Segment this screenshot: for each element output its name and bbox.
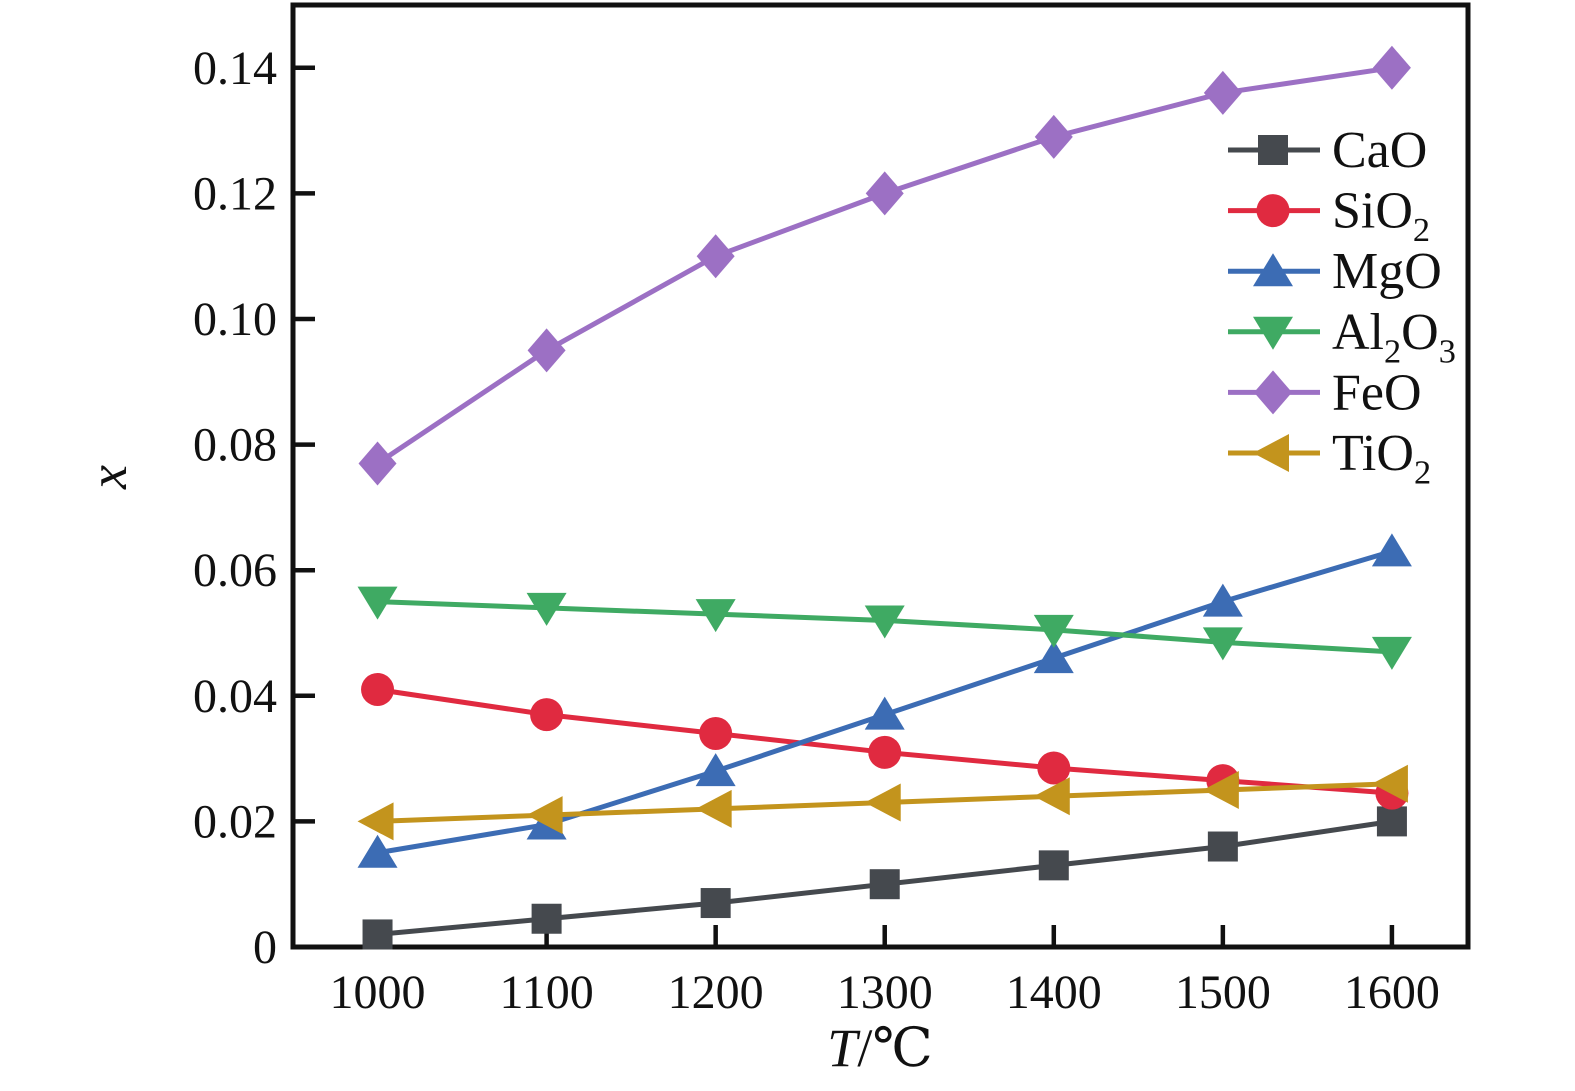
x-tick-label: 1300 [837, 966, 933, 1019]
legend-marker-CaO [1258, 135, 1288, 165]
data-point-marker-SiO2 [1037, 751, 1071, 785]
data-point-marker-TiO2 [526, 796, 563, 835]
data-point-marker-CaO [1376, 806, 1407, 837]
legend-marker-SiO2 [1256, 194, 1290, 228]
y-tick-label: 0.08 [193, 419, 277, 472]
series-line-FeO [375, 65, 1395, 466]
legend-label-MgO: MgO [1332, 243, 1442, 300]
legend-item-MgO: MgO [1228, 243, 1442, 300]
data-point-marker-CaO [1207, 831, 1238, 862]
legend-marker-MgO [1253, 253, 1293, 287]
data-point-marker-MgO [1371, 533, 1412, 567]
data-point-marker-CaO [700, 888, 731, 919]
x-tick-label: 1600 [1344, 966, 1440, 1019]
data-point-marker-TiO2 [695, 789, 732, 828]
legend-label-Al2O3: Al2O3 [1332, 304, 1456, 371]
series-FeO [358, 45, 1411, 486]
y-tick-label: 0.06 [193, 544, 277, 597]
legend-item-CaO: CaO [1228, 122, 1427, 179]
data-point-marker-Al2O3 [864, 605, 905, 639]
data-point-marker-MgO [1202, 583, 1243, 617]
x-axis-title: T/℃ [827, 1018, 932, 1078]
data-point-marker-TiO2 [357, 802, 394, 841]
x-tick-label: 1400 [1006, 966, 1102, 1019]
data-point-marker-Al2O3 [1202, 627, 1243, 661]
y-axis-title: x [78, 465, 138, 490]
y-tick-label: 0.10 [193, 293, 277, 346]
x-tick-label: 1200 [668, 966, 764, 1019]
data-point-marker-MgO [1033, 640, 1074, 674]
data-point-marker-FeO [865, 171, 904, 216]
data-point-marker-FeO [358, 441, 397, 486]
x-tick-label: 1100 [499, 966, 593, 1019]
data-point-marker-Al2O3 [357, 586, 398, 620]
legend-marker-TiO2 [1253, 434, 1289, 472]
data-point-marker-FeO [696, 234, 735, 279]
series-Al2O3 [357, 586, 1412, 670]
plot-frame [290, 2, 1471, 950]
data-point-marker-SiO2 [361, 673, 395, 707]
x-tick-label: 1500 [1175, 966, 1271, 1019]
series-CaO [362, 806, 1407, 950]
legend-label-TiO2: TiO2 [1332, 425, 1431, 492]
data-point-marker-Al2O3 [695, 599, 736, 633]
data-point-marker-FeO [1372, 45, 1411, 90]
data-point-marker-Al2O3 [1371, 636, 1412, 670]
data-point-marker-MgO [695, 753, 736, 787]
legend-label-SiO2: SiO2 [1332, 183, 1430, 250]
data-point-marker-Al2O3 [1033, 614, 1074, 648]
legend-item-Al2O3: Al2O3 [1228, 304, 1456, 371]
legend-marker-FeO [1254, 370, 1292, 415]
legend-label-FeO: FeO [1332, 364, 1422, 421]
data-point-marker-TiO2 [1202, 771, 1239, 809]
data-point-marker-FeO [1203, 70, 1242, 115]
data-point-marker-CaO [362, 919, 393, 950]
data-point-marker-SiO2 [530, 698, 564, 732]
y-tick-label: 0 [253, 921, 277, 974]
y-tick-label: 0.14 [193, 42, 277, 95]
data-point-marker-Al2O3 [526, 592, 567, 626]
y-tick-label: 0.04 [193, 670, 277, 723]
legend-item-FeO: FeO [1228, 364, 1422, 421]
data-point-marker-MgO [357, 834, 398, 868]
data-point-marker-CaO [869, 869, 900, 900]
data-point-marker-CaO [1038, 850, 1069, 881]
data-point-marker-TiO2 [1033, 777, 1070, 816]
data-point-marker-MgO [864, 696, 905, 730]
y-tick-label: 0.02 [193, 795, 277, 848]
x-tick-label: 1000 [330, 966, 426, 1019]
data-point-marker-FeO [527, 328, 566, 373]
series-TiO2 [357, 764, 1408, 841]
y-tick-label: 0.12 [193, 167, 277, 220]
legend-item-SiO2: SiO2 [1228, 183, 1430, 250]
legend-item-TiO2: TiO2 [1228, 425, 1431, 492]
legend-marker-Al2O3 [1253, 316, 1293, 350]
data-point-marker-TiO2 [1371, 764, 1408, 803]
data-point-marker-TiO2 [864, 783, 901, 822]
data-point-marker-CaO [531, 903, 562, 934]
data-point-marker-SiO2 [699, 716, 733, 750]
legend-label-CaO: CaO [1332, 122, 1427, 179]
data-point-marker-SiO2 [868, 735, 902, 769]
data-point-marker-FeO [1034, 114, 1073, 159]
